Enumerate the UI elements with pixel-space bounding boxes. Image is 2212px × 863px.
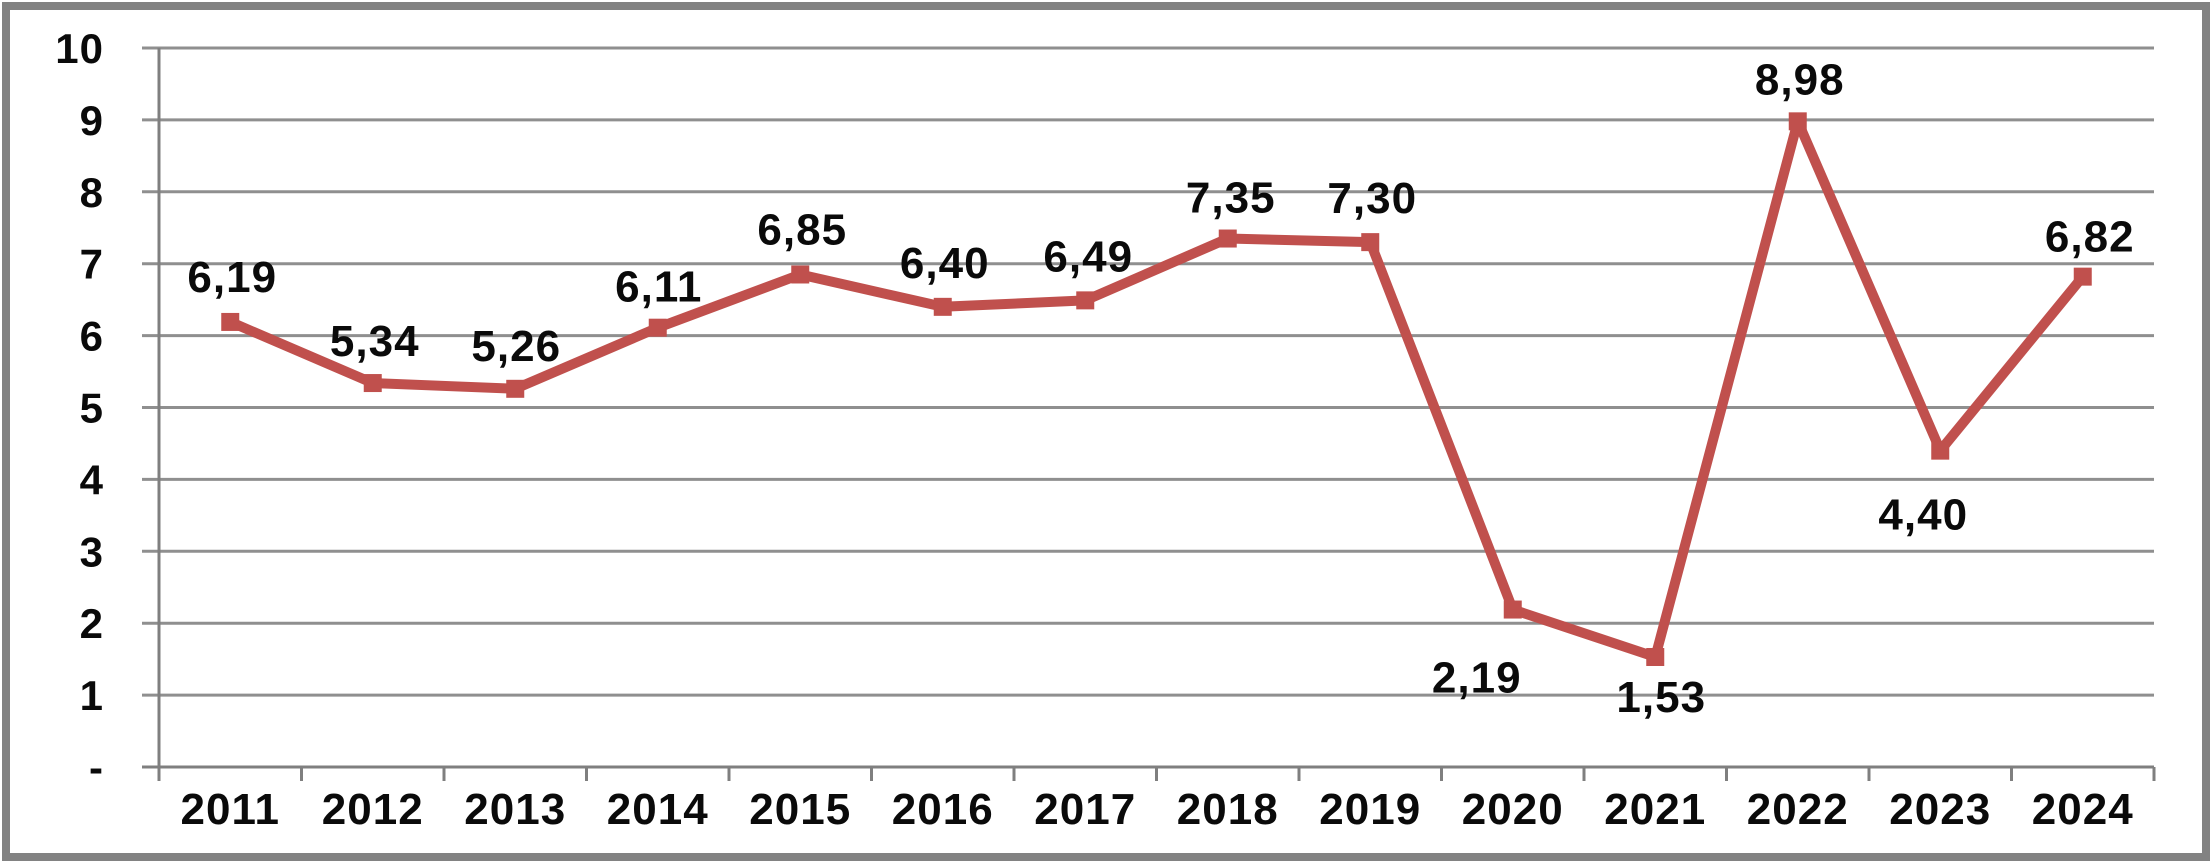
y-tick-label: 8: [80, 169, 104, 216]
data-point-marker: [363, 374, 382, 393]
x-tick-label: 2018: [1177, 785, 1279, 834]
series-line: [225, 116, 2088, 662]
data-point-marker: [2073, 267, 2092, 286]
data-point-marker: [1788, 112, 1807, 131]
x-tick-label: 2016: [892, 785, 994, 834]
x-tick-label: 2020: [1462, 785, 1564, 834]
x-tick-label: 2012: [322, 785, 424, 834]
y-tick-label: 7: [80, 241, 104, 288]
x-tick-label: 2019: [1319, 785, 1421, 834]
data-label: 7,35: [1186, 174, 1276, 223]
y-tick-label: 3: [80, 528, 104, 575]
data-point-marker: [791, 265, 810, 284]
data-point-marker: [1503, 600, 1522, 619]
data-point-marker: [1076, 291, 1095, 310]
x-tick-label: 2022: [1747, 785, 1849, 834]
data-label: 1,53: [1616, 673, 1706, 722]
data-label: 7,30: [1327, 174, 1417, 223]
data-label: 6,82: [2045, 213, 2135, 262]
x-tick-label: 2017: [1034, 785, 1136, 834]
data-label: 6,85: [757, 205, 847, 254]
x-tick-label: 2021: [1604, 785, 1706, 834]
x-tick-label: 2024: [2032, 785, 2134, 834]
y-tick-label: -: [89, 744, 104, 791]
data-point-marker: [1931, 441, 1950, 460]
data-point-marker: [933, 297, 952, 316]
y-tick-label: 4: [80, 456, 104, 503]
y-tick-label: 5: [80, 385, 104, 432]
data-point-marker: [1218, 229, 1237, 248]
data-point-marker: [506, 379, 525, 398]
data-point-marker: [221, 312, 240, 331]
x-tick-label: 2013: [464, 785, 566, 834]
y-tick-label: 6: [80, 313, 104, 360]
data-point-marker: [1361, 233, 1380, 252]
data-label: 6,40: [900, 239, 990, 288]
data-label: 5,26: [471, 322, 561, 371]
data-label: 2,19: [1432, 654, 1522, 703]
data-label: 8,98: [1755, 55, 1845, 104]
y-tick-label: 10: [55, 25, 104, 72]
x-tick-label: 2014: [607, 785, 709, 834]
y-tick-label: 2: [80, 600, 104, 647]
data-label: 6,19: [187, 253, 277, 302]
data-point-marker: [1646, 647, 1665, 666]
x-tick-label: 2011: [181, 785, 280, 834]
data-label: 5,34: [330, 317, 420, 366]
y-tick-label: 1: [80, 672, 104, 719]
x-tick-label: 2015: [749, 785, 851, 834]
y-tick-label: 9: [80, 97, 104, 144]
data-label: 6,49: [1043, 232, 1133, 281]
x-tick-label: 2023: [1889, 785, 1991, 834]
data-point-marker: [648, 318, 667, 337]
data-label: 6,11: [615, 263, 702, 312]
data-label: 4,40: [1878, 491, 1968, 540]
